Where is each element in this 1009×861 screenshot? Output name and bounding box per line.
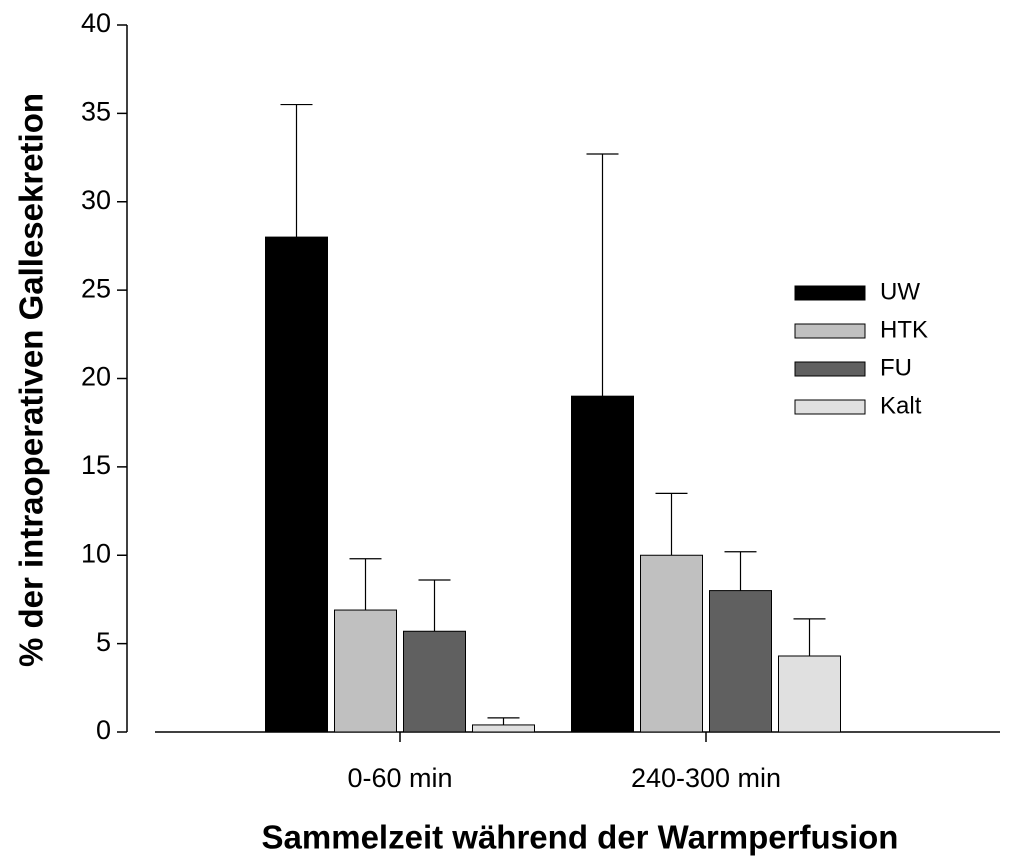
bar [265,236,328,733]
y-tick-label: 0 [96,715,111,745]
bar [403,630,466,733]
bar [778,655,841,733]
y-tick-label: 15 [81,450,111,480]
y-tick-label: 5 [96,627,111,657]
legend-swatch [794,399,866,415]
y-tick-label: 10 [81,538,111,568]
y-tick-label: 40 [81,8,111,38]
x-axis-title: Sammelzeit während der Warmperfusion [262,819,899,856]
bar [709,590,772,733]
bar [334,609,397,733]
legend-swatch [794,361,866,377]
x-tick-label: 0-60 min [347,763,452,793]
legend-label: FU [880,354,912,381]
legend-label: Kalt [880,392,922,419]
y-axis-title: % der intraoperativen Gallesekretion [13,93,50,667]
legend-swatch [794,323,866,339]
bar [472,724,535,733]
x-tick-label: 240-300 min [631,763,781,793]
y-tick-label: 35 [81,97,111,127]
legend-label: HTK [880,316,928,343]
bar [640,554,703,733]
legend-label: UW [880,278,920,305]
y-tick-label: 20 [81,362,111,392]
y-tick-label: 30 [81,185,111,215]
bar [571,395,634,733]
legend-swatch [794,285,866,301]
y-tick-label: 25 [81,273,111,303]
